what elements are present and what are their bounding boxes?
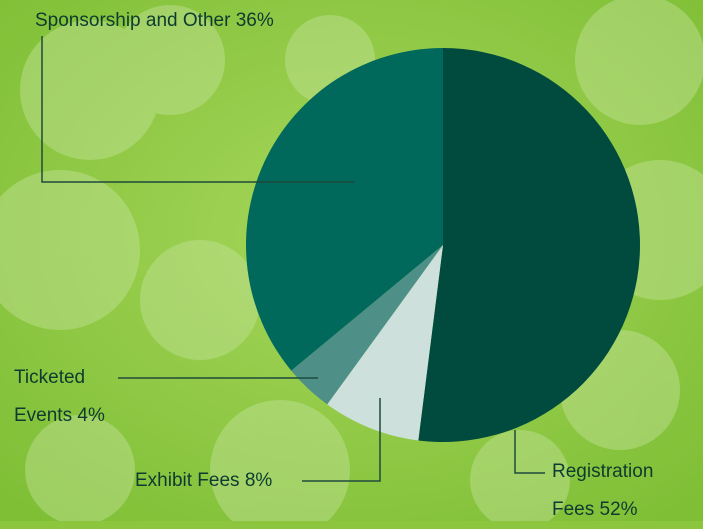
pie-slice [291,245,443,405]
value-label: 4% [77,405,105,426]
value-label: 8% [244,470,273,491]
slice-label: Ticketed Events 4% [14,359,114,435]
value-label: 52% [599,499,638,520]
category-label: Ticketed Events [14,367,86,426]
category-label: Registration Fees [552,461,654,520]
pie-slice [327,245,443,441]
category-label: Exhibit Fees [135,470,240,491]
pie-slice [418,48,640,442]
leader-line [514,430,545,474]
leader-line [302,398,381,482]
slice-label: Exhibit Fees 8% [135,462,272,500]
slice-label: Registration Fees 52% [552,453,697,529]
category-label: Sponsorship and Other [35,10,231,31]
leader-line [41,36,355,183]
slice-label: Sponsorship and Other 36% [35,2,274,40]
leader-lines [41,36,545,482]
value-label: 36% [235,10,274,31]
pie-slice [246,48,443,371]
